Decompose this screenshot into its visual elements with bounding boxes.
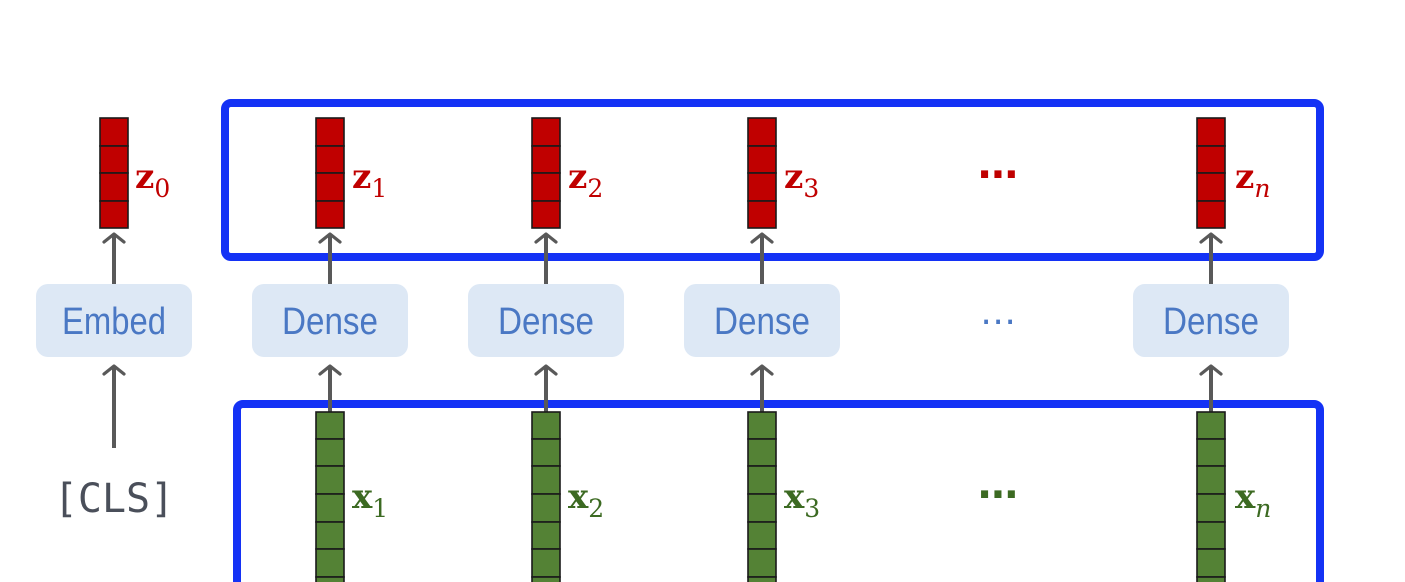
output-vector-z3 <box>747 117 777 229</box>
dense-box-2: Dense <box>468 284 624 357</box>
input-vector-x3 <box>747 411 777 582</box>
label-x1: x1 <box>352 477 388 523</box>
output-ellipsis: ⋯ <box>978 152 1018 198</box>
output-vector-z1 <box>315 117 345 229</box>
input-vector-x1 <box>315 411 345 582</box>
cls-token: [CLS] <box>54 476 174 522</box>
dense-box-n-label: Dense <box>1163 301 1259 343</box>
label-x2: x2 <box>568 477 604 523</box>
output-vector-zn <box>1196 117 1226 229</box>
label-zn: zn <box>1235 157 1270 203</box>
dense-box-3: Dense <box>684 284 840 357</box>
output-vector-z0 <box>99 117 129 229</box>
label-z3: z3 <box>784 157 819 203</box>
dense-box-3-label: Dense <box>714 301 810 343</box>
input-vector-xn <box>1196 411 1226 582</box>
middle-ellipsis: ⋯ <box>980 301 1016 342</box>
input-vector-x2 <box>531 411 561 582</box>
input-group-border <box>233 400 1324 582</box>
embed-box: Embed <box>36 284 192 357</box>
label-z1: z1 <box>352 157 387 203</box>
label-z2: z2 <box>568 157 603 203</box>
input-ellipsis: ⋯ <box>978 472 1018 518</box>
dense-box-1: Dense <box>252 284 408 357</box>
label-x3: x3 <box>784 477 820 523</box>
label-xn: xn <box>1235 477 1271 523</box>
label-z0: z0 <box>135 157 170 203</box>
output-vector-z2 <box>531 117 561 229</box>
embed-box-label: Embed <box>62 301 166 343</box>
dense-box-1-label: Dense <box>282 301 378 343</box>
dense-box-2-label: Dense <box>498 301 594 343</box>
output-group-border <box>221 99 1324 261</box>
dense-box-n: Dense <box>1133 284 1289 357</box>
